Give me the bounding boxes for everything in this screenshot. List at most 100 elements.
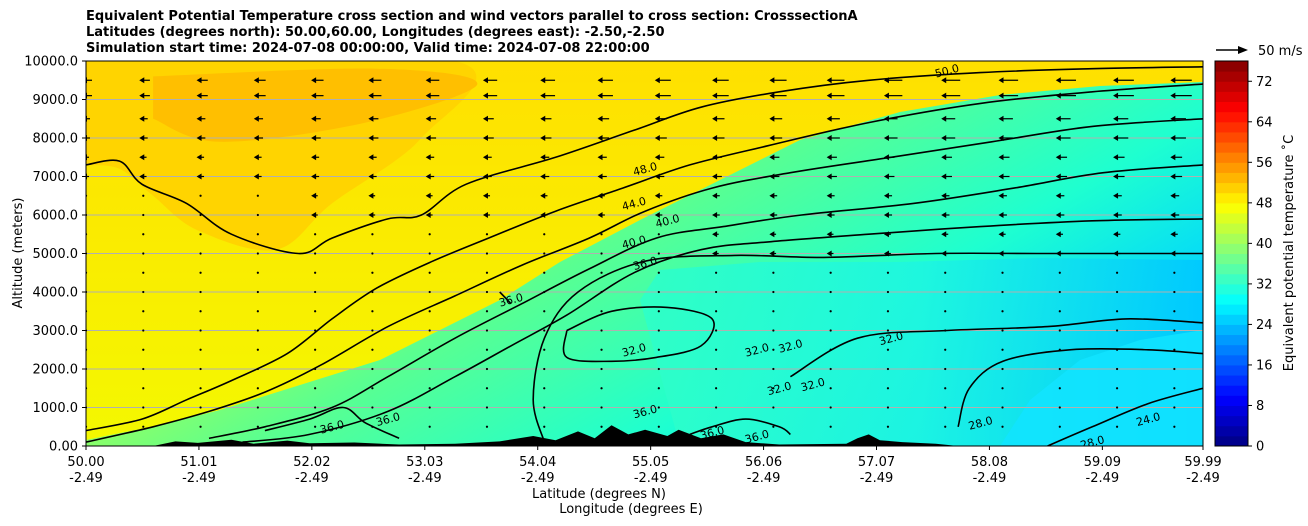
wind-vector — [1001, 387, 1004, 390]
colorbar-segment — [1215, 233, 1248, 244]
wind-vector — [769, 154, 780, 161]
wind-vector — [1113, 173, 1125, 180]
colorbar-tick-label: 0 — [1256, 440, 1264, 455]
wind-vector — [1113, 154, 1125, 161]
wind-vector — [368, 212, 376, 218]
wind-vector — [1001, 406, 1004, 409]
wind-vector — [485, 310, 489, 313]
wind-vector — [886, 387, 890, 390]
wind-vector — [597, 154, 607, 161]
colorbar-segment — [1215, 294, 1248, 305]
wind-vector — [657, 348, 660, 351]
wind-vector — [485, 329, 489, 332]
wind-vector — [1058, 425, 1061, 428]
wind-vector — [543, 252, 546, 255]
wind-vector — [1170, 135, 1186, 141]
wind-key-label: 50 m/s — [1258, 44, 1303, 59]
wind-vector — [142, 252, 145, 255]
wind-vector — [142, 290, 145, 294]
wind-vector — [1113, 231, 1121, 238]
wind-vector — [543, 425, 546, 428]
wind-vector — [826, 92, 845, 99]
wind-vector — [657, 406, 660, 409]
wind-vector — [886, 367, 890, 371]
wind-vector — [654, 192, 663, 199]
wind-vector — [543, 367, 546, 371]
wind-vector — [998, 115, 1013, 122]
wind-vector — [540, 173, 550, 180]
wind-vector — [886, 406, 890, 409]
wind-vector — [829, 290, 832, 294]
colorbar-segment — [1215, 243, 1248, 254]
colorbar-tick-label: 24 — [1256, 318, 1273, 333]
colorbar-segment — [1215, 142, 1248, 153]
wind-vector — [941, 135, 956, 141]
wind-vector — [998, 231, 1006, 238]
wind-vector — [142, 194, 145, 197]
wind-vector — [482, 92, 498, 99]
wind-vector — [196, 77, 208, 84]
wind-vector — [485, 367, 489, 371]
colorbar-segment — [1215, 435, 1248, 447]
colorbar-tick-label: 40 — [1256, 237, 1273, 252]
y-tick-label: 7000.0 — [33, 170, 79, 185]
wind-vector — [1173, 271, 1176, 274]
wind-key: 50 m/s — [1216, 44, 1303, 59]
wind-vector — [253, 154, 262, 161]
wind-vector — [772, 367, 775, 371]
contour-line-48 — [86, 83, 1203, 432]
contour-line-46 — [86, 118, 1203, 443]
contour-label: 32.0 — [777, 337, 804, 356]
contour-line-50 — [86, 66, 1203, 255]
wind-vector — [139, 173, 147, 180]
wind-vector — [1173, 387, 1176, 390]
contour-line-36 — [499, 291, 512, 305]
wind-vector — [941, 173, 952, 180]
x-tick-label-lat: 52.02 — [293, 455, 330, 470]
wind-vector — [712, 77, 729, 84]
y-axis: 0.00 1000.0 2000.0 3000.0 4000.0 5000.0 6000.0… — [24, 55, 86, 455]
wind-vector — [657, 367, 660, 371]
wind-vector — [1055, 154, 1068, 161]
wind-vector — [256, 329, 259, 332]
wind-vector — [425, 92, 440, 99]
contour-label: 50.0 — [934, 62, 961, 81]
x-tick-label-lat: 59.99 — [1184, 455, 1221, 470]
wind-vector — [371, 233, 374, 236]
wind-vector — [1055, 231, 1063, 238]
wind-vector — [485, 271, 489, 274]
wind-vector — [314, 290, 317, 294]
contour-label: 40.0 — [620, 233, 647, 252]
wind-vector — [1001, 348, 1004, 351]
wind-vector — [425, 135, 437, 141]
wind-vector — [368, 77, 382, 84]
wind-vector — [311, 192, 318, 199]
contour-labels: 50.0 48.0 44.0 40.0 40.0 36.0 36.0 32.0 32.0 32.0… — [319, 62, 1162, 446]
wind-vector — [657, 329, 660, 332]
contour-label: 32.0 — [743, 341, 770, 360]
colorbar-segment — [1215, 101, 1248, 113]
wind-vector — [657, 252, 660, 255]
wind-vector — [1058, 367, 1061, 371]
x-tick-label-lat: 59.09 — [1084, 455, 1121, 470]
wind-vector — [543, 271, 546, 274]
wind-vector — [883, 192, 893, 199]
colorbar-segment — [1215, 81, 1248, 92]
x-tick-label-lat: 53.03 — [406, 455, 443, 470]
wind-vector — [311, 135, 321, 141]
contour-label: 48.0 — [632, 160, 659, 179]
contour-line-32 — [790, 318, 1203, 378]
colorbar-segment — [1215, 263, 1248, 275]
contour-line-40 — [242, 218, 1203, 443]
wind-vector — [715, 271, 718, 274]
wind-vector — [425, 192, 433, 199]
colorbar-segment — [1215, 425, 1248, 437]
colorbar-tick-label: 32 — [1256, 277, 1273, 292]
wind-vector — [253, 92, 266, 99]
wind-vector — [256, 425, 259, 428]
wind-vector — [657, 310, 660, 313]
wind-vector — [769, 192, 778, 199]
colorbar-segment — [1215, 182, 1248, 194]
wind-vector — [311, 154, 320, 161]
